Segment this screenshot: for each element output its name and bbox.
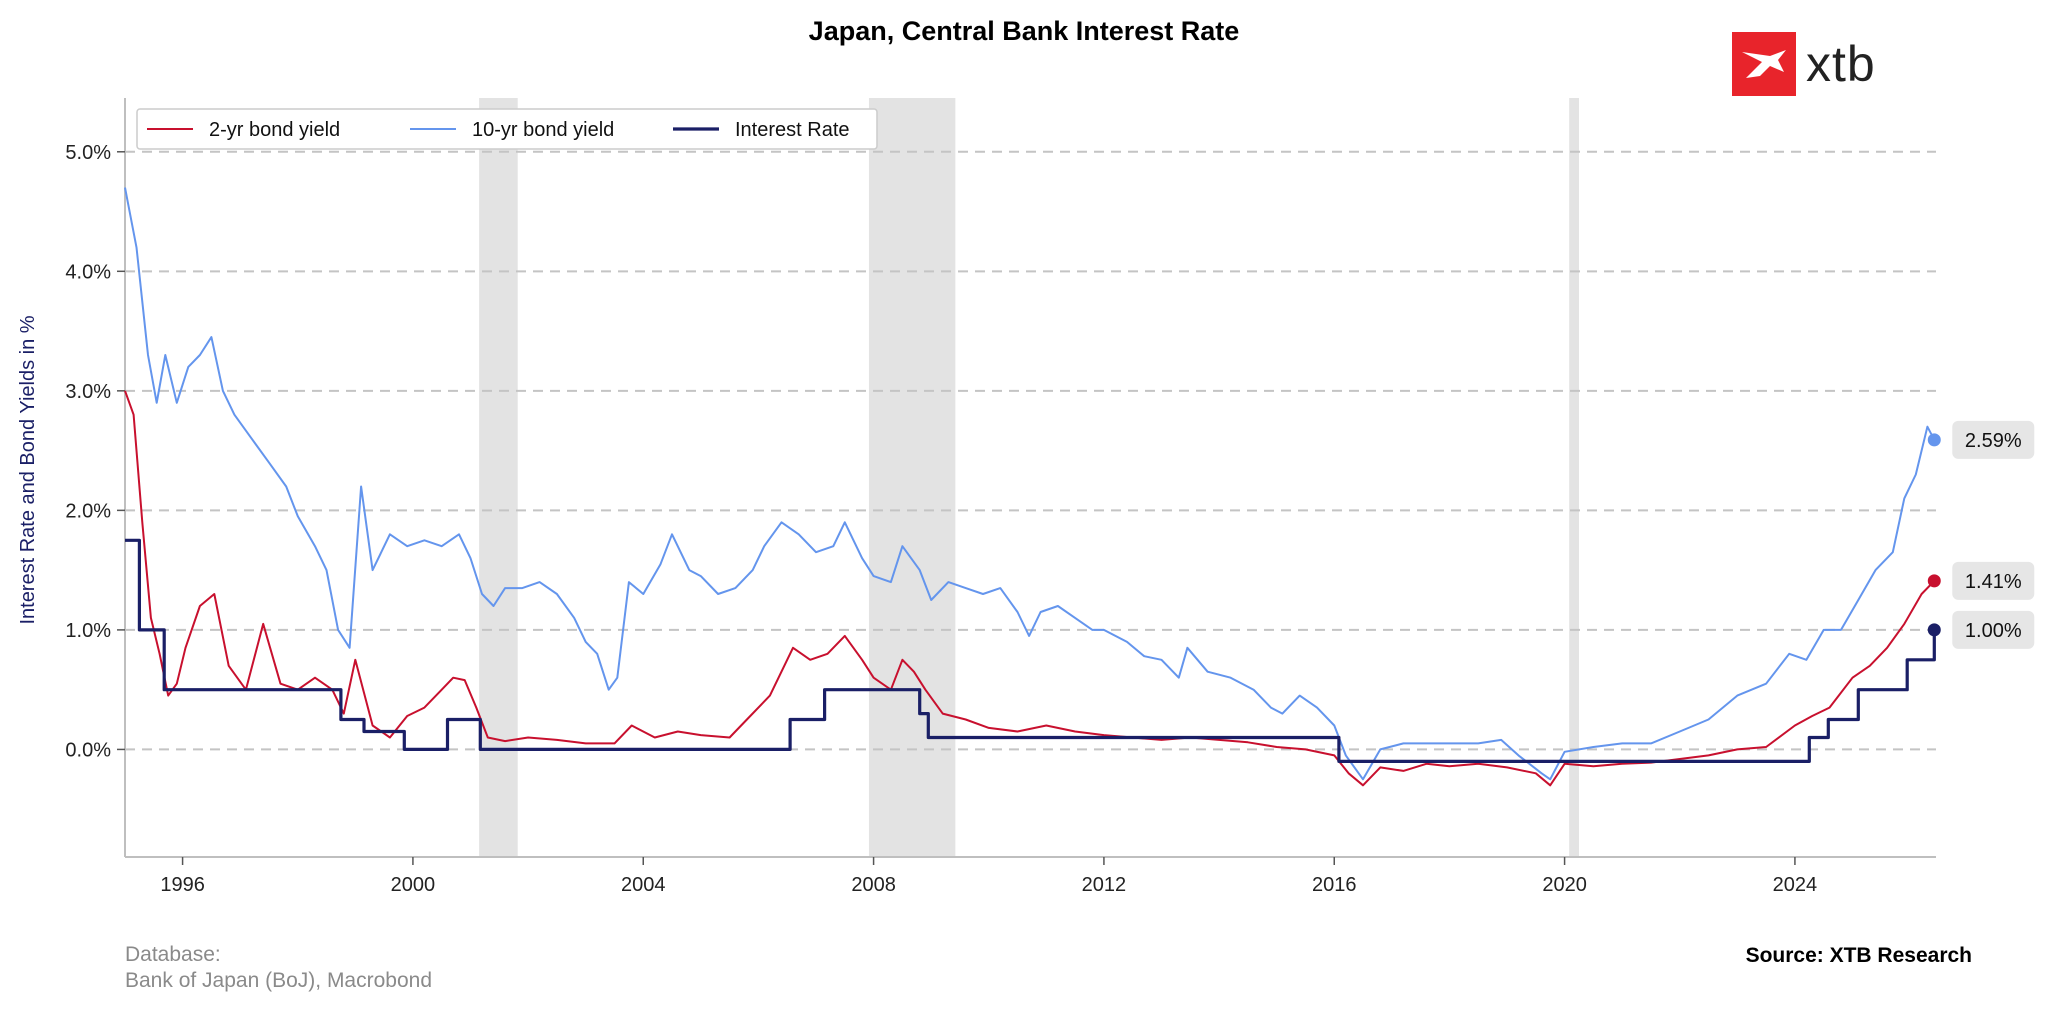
end-labels: 2.59% 1.41% 1.00% [1927,420,2035,649]
grid-lines [125,150,1936,751]
end-marker-2-yr-bond-yield [1927,574,1941,588]
y-tick-label: 4.0% [65,261,111,283]
end-label-box-2-yr-bond-yield [1952,561,2035,600]
database-label: Database: [125,943,221,966]
end-marker-10-yr-bond-yield [1927,433,1941,447]
legend-label: 2-yr bond yield [209,119,340,141]
x-tick-label: 2000 [391,874,436,896]
database-value: Bank of Japan (BoJ), Macrobond [125,969,433,992]
x-tick-label: 2012 [1082,874,1127,896]
y-tick-label: 0.0% [65,739,111,761]
end-label-box-interest-rate [1952,610,2035,649]
xtb-logo: xtb [1732,32,1876,96]
series-lines [124,187,1936,787]
shaded-period [479,98,518,857]
y-tick-label: 2.0% [65,500,111,522]
database-note: Database: Bank of Japan (BoJ), Macrobond [125,942,432,994]
series-line-interest-rate [125,538,1936,763]
end-marker-interest-rate [1927,623,1941,637]
xtb-logo-icon [1732,32,1796,96]
end-label-interest-rate: 1.00% [1965,620,2022,642]
x-tick-label: 2016 [1312,874,1357,896]
xtb-logo-text: xtb [1806,36,1876,92]
x-tick-label: 1996 [160,874,205,896]
source-note: Source: XTB Research [1745,944,1972,967]
x-tick-label: 2020 [1542,874,1587,896]
chart-title: Japan, Central Bank Interest Rate [808,16,1240,46]
shaded-period [868,98,956,857]
legend: 2-yr bond yield 10-yr bond yield Interest … [136,108,878,150]
legend-label: Interest Rate [735,119,850,141]
shaded-period [1569,98,1579,857]
y-axis-label: Interest Rate and Bond Yields in % [17,315,39,624]
series-line-10-yr-bond-yield [124,187,1936,781]
x-tick-label: 2024 [1773,874,1818,896]
end-label-10-yr-bond-yield: 2.59% [1965,430,2022,452]
y-tick-label: 1.0% [65,620,111,642]
x-tick-labels: 1996 2000 2004 2008 2012 2016 2020 2024 [160,857,1817,896]
axes [124,98,1936,858]
series-line-2-yr-bond-yield [124,390,1936,787]
end-label-2-yr-bond-yield: 1.41% [1965,571,2022,593]
y-tick-labels: 0.0% 1.0% 2.0% 3.0% 4.0% 5.0% [65,142,125,761]
legend-box [136,108,878,150]
x-tick-label: 2004 [621,874,666,896]
legend-label: 10-yr bond yield [472,119,614,141]
y-tick-label: 5.0% [65,142,111,164]
x-tick-label: 2008 [851,874,896,896]
end-label-box-10-yr-bond-yield [1952,420,2035,459]
y-tick-label: 3.0% [65,381,111,403]
